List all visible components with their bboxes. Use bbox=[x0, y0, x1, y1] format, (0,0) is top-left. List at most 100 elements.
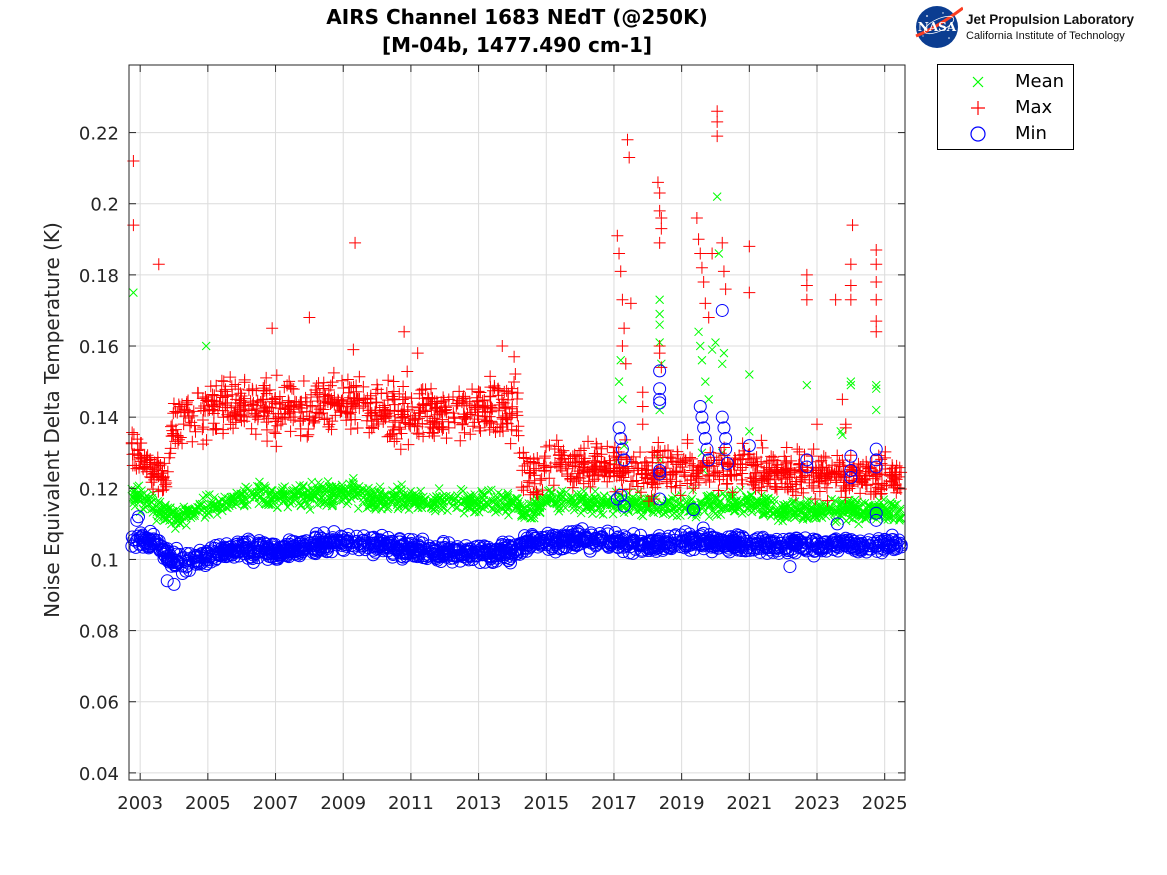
mean-point bbox=[662, 499, 672, 508]
max-point bbox=[614, 265, 627, 278]
min-point bbox=[625, 536, 639, 550]
min-point bbox=[415, 536, 429, 550]
mean-point bbox=[556, 490, 566, 500]
mean-point bbox=[703, 494, 713, 504]
max-point bbox=[335, 394, 348, 407]
min-point bbox=[252, 544, 266, 558]
min-point bbox=[617, 499, 631, 513]
max-point bbox=[306, 400, 319, 413]
max-point bbox=[619, 357, 632, 370]
max-point bbox=[329, 409, 342, 422]
min-point bbox=[780, 536, 794, 550]
chart-title-line-2: [M-04b, 1477.490 cm-1] bbox=[381, 33, 653, 57]
max-point bbox=[890, 473, 903, 486]
legend-item-max: Max bbox=[938, 95, 1073, 121]
max-point bbox=[394, 443, 407, 456]
mean-point bbox=[533, 503, 543, 513]
mean-point bbox=[323, 486, 333, 495]
mean-point bbox=[213, 504, 222, 513]
x-tick-label: 2021 bbox=[726, 793, 772, 814]
max-point bbox=[780, 456, 793, 469]
max-point bbox=[496, 340, 509, 353]
min-point bbox=[264, 550, 278, 564]
max-point bbox=[323, 418, 336, 431]
x-marker-icon bbox=[972, 76, 984, 88]
min-point bbox=[625, 534, 639, 548]
max-point bbox=[313, 388, 326, 401]
max-point bbox=[630, 474, 643, 487]
plus-marker-icon bbox=[971, 101, 985, 115]
max-point bbox=[350, 394, 363, 407]
mean-point bbox=[782, 503, 791, 513]
max-point bbox=[870, 258, 883, 271]
max-point bbox=[511, 387, 524, 400]
max-point bbox=[364, 396, 377, 409]
mean-point bbox=[147, 498, 157, 507]
mean-point bbox=[204, 508, 213, 517]
max-point bbox=[504, 437, 517, 450]
max-point bbox=[260, 401, 273, 414]
max-point bbox=[711, 105, 724, 118]
mean-point bbox=[542, 497, 551, 506]
min-point bbox=[844, 449, 858, 463]
min-point bbox=[762, 540, 776, 554]
min-point bbox=[299, 534, 313, 548]
max-point bbox=[794, 475, 807, 488]
max-point bbox=[387, 385, 400, 398]
max-point bbox=[537, 460, 550, 473]
mean-point bbox=[132, 494, 142, 503]
max-point bbox=[690, 211, 703, 224]
max-point bbox=[711, 115, 724, 128]
max-point bbox=[228, 407, 241, 420]
mean-point bbox=[883, 515, 893, 524]
min-point bbox=[262, 547, 276, 561]
max-point bbox=[645, 475, 658, 488]
max-point bbox=[260, 371, 273, 384]
mean-point bbox=[503, 497, 512, 507]
max-point bbox=[736, 453, 749, 466]
max-point bbox=[653, 204, 666, 217]
max-point bbox=[321, 396, 334, 409]
min-point bbox=[719, 432, 733, 446]
mean-point bbox=[428, 497, 438, 506]
max-point bbox=[590, 441, 603, 454]
min-point bbox=[473, 555, 487, 569]
mean-point bbox=[720, 500, 730, 510]
max-point bbox=[450, 399, 463, 412]
min-point bbox=[350, 529, 364, 543]
mean-point bbox=[861, 511, 871, 521]
mean-point bbox=[388, 491, 398, 501]
max-point bbox=[859, 465, 872, 478]
max-point bbox=[181, 404, 194, 417]
mean-point bbox=[720, 492, 730, 501]
min-point bbox=[195, 546, 209, 560]
min-point bbox=[361, 541, 375, 555]
max-point bbox=[508, 375, 521, 388]
min-point bbox=[831, 541, 845, 555]
min-point bbox=[182, 556, 196, 570]
max-point bbox=[498, 401, 511, 414]
max-point bbox=[361, 409, 374, 422]
max-point bbox=[125, 436, 138, 449]
min-point bbox=[153, 542, 167, 556]
max-point bbox=[270, 440, 283, 453]
max-point bbox=[631, 480, 644, 493]
max-point bbox=[371, 378, 384, 391]
max-point bbox=[586, 463, 599, 476]
mean-point bbox=[529, 513, 539, 523]
max-point bbox=[846, 219, 859, 232]
max-point bbox=[848, 461, 861, 474]
x-tick-label: 2025 bbox=[862, 793, 908, 814]
max-point bbox=[603, 470, 616, 483]
min-point bbox=[217, 543, 231, 557]
max-point bbox=[870, 325, 883, 338]
max-point bbox=[757, 466, 770, 479]
min-point bbox=[368, 538, 382, 552]
mean-point bbox=[773, 516, 783, 525]
min-point bbox=[541, 526, 555, 540]
mean-point bbox=[700, 377, 710, 386]
mean-point bbox=[700, 499, 710, 509]
max-point bbox=[337, 382, 350, 395]
max-point bbox=[506, 402, 519, 415]
